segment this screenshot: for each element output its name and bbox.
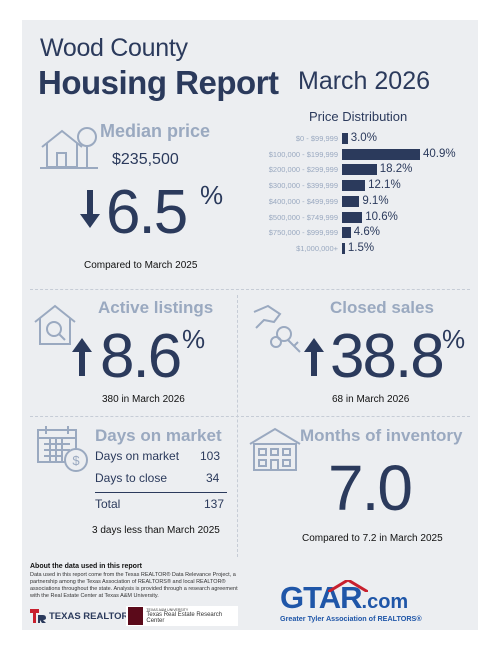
hand-keys-icon <box>253 304 301 353</box>
about-text: Data used in this report come from the T… <box>30 572 238 599</box>
about-title: About the data used in this report <box>30 563 143 570</box>
price-bar <box>342 164 377 176</box>
median-price-pct: % <box>200 180 224 210</box>
median-price-change: 6.5 <box>106 178 188 247</box>
price-bar-label: $400,000 - $499,999 <box>268 196 338 206</box>
gtar-roof-icon <box>328 580 368 592</box>
svg-text:$: $ <box>72 453 80 468</box>
divider-top <box>30 289 470 290</box>
divider-vertical <box>237 295 238 557</box>
median-price-compare: Compared to March 2025 <box>84 260 198 271</box>
active-listings-label: Active listings <box>98 298 214 317</box>
dom-row-total-label: Total <box>95 497 121 511</box>
gtar-logo: GTAR .com Greater Tyler Association of R… <box>280 580 470 623</box>
closed-sales-note: 68 in March 2026 <box>332 394 410 405</box>
report-month: March 2026 <box>298 67 431 95</box>
dom-row-days-value: 103 <box>200 449 221 463</box>
price-bar-label: $500,000 - $749,999 <box>268 212 338 222</box>
dom-row-total-value: 137 <box>204 497 225 511</box>
texas-realtors-logo: TEXAS REALTORS <box>30 608 135 624</box>
dom-row-days-label: Days on market <box>95 449 180 463</box>
price-bar <box>342 133 348 144</box>
price-bar-row: $500,000 - $749,999 10.6% <box>238 210 478 223</box>
price-bar-row: $750,000 - $999,999 4.6% <box>238 226 478 239</box>
price-bar-label: $0 - $99,999 <box>295 134 338 143</box>
tamu-logo: TEXAS A&M UNIVERSITY Texas Real Estate R… <box>126 606 238 626</box>
months-inventory-value: 7.0 <box>328 452 413 524</box>
price-bar-value: 40.9% <box>423 147 456 160</box>
house-tree-icon <box>40 127 98 169</box>
price-bar-row: $300,000 - $399,999 12.1% <box>238 179 478 192</box>
price-bar-value: 9.1% <box>362 194 389 207</box>
building-icon <box>249 427 301 471</box>
price-bar-label: $750,000 - $999,999 <box>268 228 338 238</box>
active-listings-note: 380 in March 2026 <box>102 394 185 405</box>
price-bar <box>342 148 420 160</box>
report-card: Wood County Housing Report March 2026 Pr… <box>22 20 478 630</box>
arrow-up-icon <box>72 338 92 376</box>
tamu-small: TEXAS A&M UNIVERSITY <box>146 608 189 612</box>
months-inventory-note: Compared to 7.2 in March 2025 <box>302 533 443 544</box>
price-distribution-chart: $0 - $99,999 3.0% $100,000 - $199,999 40.9%… <box>238 132 478 263</box>
median-price-value: $235,500 <box>112 151 179 168</box>
house-search-icon <box>34 304 76 345</box>
arrow-down-icon <box>80 190 100 228</box>
price-bar-row: $0 - $99,999 3.0% <box>238 132 478 144</box>
price-bar <box>342 242 345 254</box>
dom-row-close-value: 34 <box>206 471 220 485</box>
gtar-wordmark: GTAR <box>280 580 363 615</box>
dom-total-rule <box>95 492 227 493</box>
texas-realtors-mark-icon <box>30 609 46 623</box>
gtar-tagline: Greater Tyler Association of REALTORS® <box>280 614 422 623</box>
price-bar-label: $300,000 - $399,999 <box>268 181 338 191</box>
median-price-label: Median price <box>100 121 211 141</box>
price-distribution-title: Price Distribution <box>309 109 408 124</box>
active-listings-change: 8.6 <box>100 322 182 391</box>
months-inventory-label: Months of inventory <box>300 426 463 445</box>
tamu-name: Texas Real Estate Research Center <box>146 612 223 624</box>
price-bar-label: $1,000,000+ <box>296 243 338 253</box>
tamu-mark-icon <box>128 607 144 625</box>
report-title: Housing Report <box>38 64 279 101</box>
price-bar <box>342 195 360 207</box>
active-listings-pct: % <box>182 324 206 354</box>
price-bar-value: 12.1% <box>368 179 401 192</box>
dom-row-close-label: Days to close <box>95 471 168 485</box>
closed-sales-label: Closed sales <box>330 298 434 317</box>
calendar-dollar-icon: $ <box>37 426 88 472</box>
price-bar <box>342 180 366 192</box>
price-bar-value: 3.0% <box>350 132 377 144</box>
price-bar <box>342 227 351 239</box>
price-bar-value: 1.5% <box>347 241 375 254</box>
closed-sales-change: 38.8 <box>330 322 445 391</box>
price-bar-row: $1,000,000+ 1.5% <box>238 241 478 254</box>
price-bar-row: $400,000 - $499,999 9.1% <box>238 194 478 207</box>
county-title: Wood County <box>40 34 188 62</box>
price-bar-row: $200,000 - $299,999 18.2% <box>238 163 478 176</box>
price-bar-row: $100,000 - $199,999 40.9% <box>238 147 478 160</box>
texas-realtors-name: TEXAS REALTORS <box>49 610 135 622</box>
closed-sales-pct: % <box>442 324 466 354</box>
price-bar-label: $200,000 - $299,999 <box>268 165 338 175</box>
days-on-market-note: 3 days less than March 2025 <box>92 525 220 536</box>
days-on-market-label: Days on market <box>95 426 222 445</box>
price-bar <box>342 211 363 223</box>
divider-middle <box>30 416 470 417</box>
price-bar-value: 4.6% <box>353 226 380 239</box>
gtar-com: .com <box>361 591 409 613</box>
price-bar-value: 10.6% <box>365 210 398 223</box>
price-bar-label: $100,000 - $199,999 <box>268 149 338 159</box>
price-bar-value: 18.2% <box>379 163 413 176</box>
arrow-up-icon <box>304 338 324 376</box>
